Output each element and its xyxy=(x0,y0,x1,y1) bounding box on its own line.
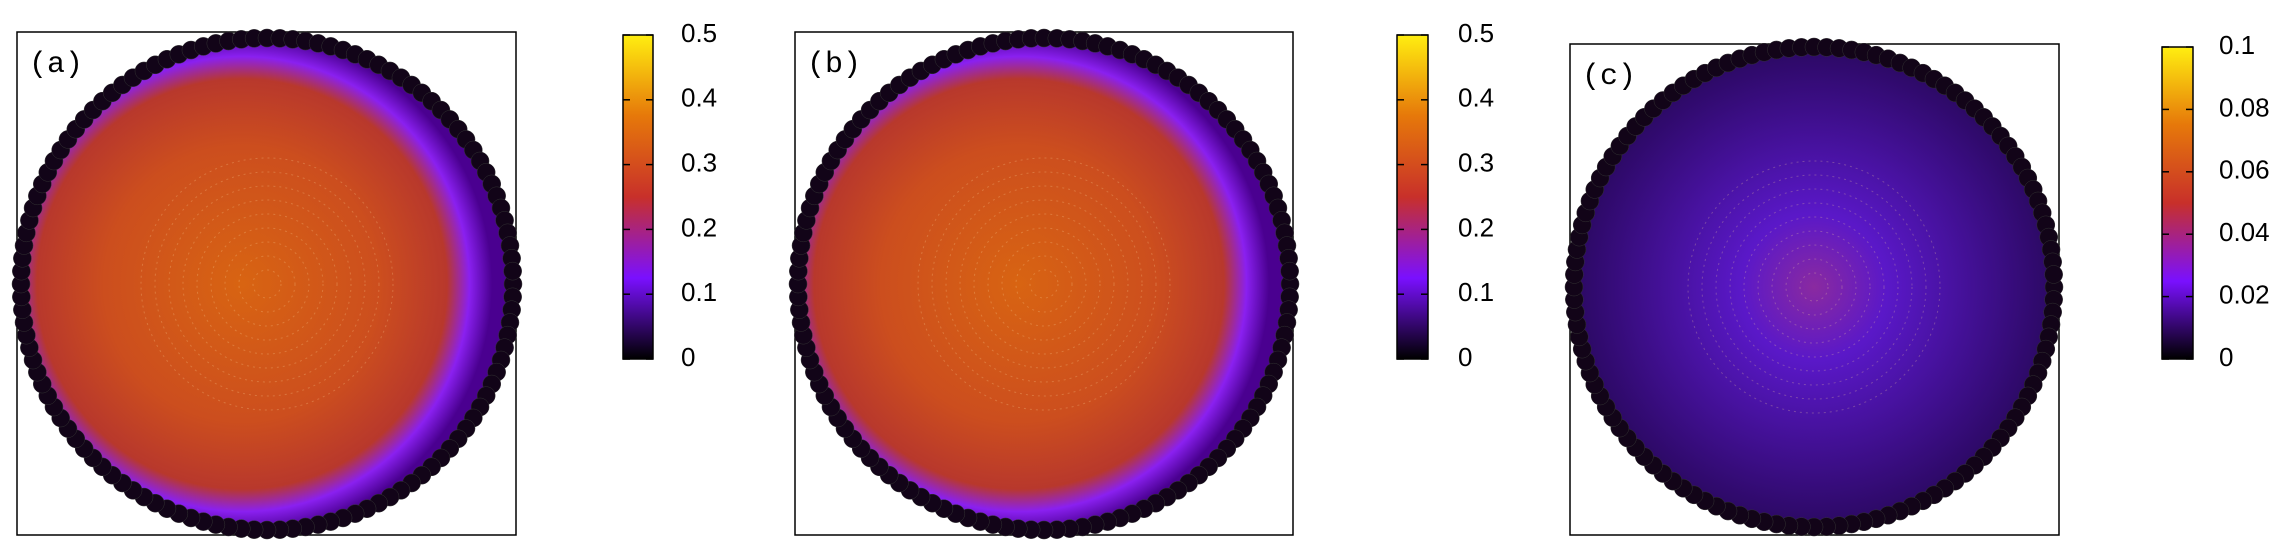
ring xyxy=(987,227,1101,341)
ring xyxy=(931,171,1157,397)
ring xyxy=(238,255,296,313)
panel-label: (b) xyxy=(807,48,861,82)
colorbar-tick-label: 0.3 xyxy=(1458,147,1494,177)
colorbar xyxy=(622,34,654,360)
colorbar-tick-label: 0 xyxy=(2219,342,2233,372)
colorbar-tick-label: 0.4 xyxy=(681,83,717,113)
colorbar-tick-label: 0.2 xyxy=(1458,212,1494,242)
colorbar-tick-label: 0.5 xyxy=(1458,18,1494,48)
ring xyxy=(973,213,1115,355)
edge-particle xyxy=(503,261,522,281)
colorbar-tick-label: 0.2 xyxy=(681,212,717,242)
colorbar-tick-label: 0.08 xyxy=(2219,92,2270,122)
panel-label: (c) xyxy=(1582,60,1636,94)
colorbar xyxy=(2161,46,2194,360)
ring xyxy=(154,171,380,397)
ring xyxy=(1771,244,1857,330)
edge-particle xyxy=(1280,261,1299,281)
ring xyxy=(1715,188,1913,386)
ring xyxy=(224,241,310,327)
colorbar-tick-label: 0.1 xyxy=(2219,30,2255,60)
colorbar-tick-label: 0.04 xyxy=(2219,217,2270,247)
disk-field xyxy=(1570,43,2058,531)
colorbar-tick-label: 0.02 xyxy=(2219,279,2270,309)
colorbar-tick-label: 0 xyxy=(681,342,695,372)
ring xyxy=(1729,202,1899,372)
colorbar xyxy=(1396,34,1429,360)
ring xyxy=(1029,269,1059,299)
ring xyxy=(140,157,394,411)
ring xyxy=(1015,255,1073,313)
disk-field xyxy=(794,34,1294,534)
colorbar-tick-label: 0.1 xyxy=(1458,277,1494,307)
ring xyxy=(945,185,1143,383)
edge-particle xyxy=(2044,265,2063,284)
colorbar-tick-label: 0.1 xyxy=(681,277,717,307)
ring xyxy=(917,157,1171,411)
ring xyxy=(1687,160,1941,414)
ring xyxy=(182,199,352,369)
ring xyxy=(196,213,338,355)
disk-field xyxy=(17,34,517,534)
colorbar-tick-label: 0.5 xyxy=(681,18,717,48)
ring xyxy=(1701,174,1927,400)
ring xyxy=(1799,272,1829,302)
colorbar-tick-label: 0 xyxy=(1458,342,1472,372)
ring xyxy=(959,199,1129,369)
colorbar-tick-label: 0.3 xyxy=(681,147,717,177)
colorbar-tick-label: 0.06 xyxy=(2219,155,2270,185)
ring xyxy=(1001,241,1087,327)
ring xyxy=(210,227,324,341)
ring xyxy=(1785,258,1843,316)
ring xyxy=(1757,230,1871,344)
ring xyxy=(168,185,366,383)
ring xyxy=(252,269,282,299)
colorbar-tick-label: 0.4 xyxy=(1458,83,1494,113)
ring xyxy=(1743,216,1885,358)
panel-label: (a) xyxy=(29,48,83,82)
